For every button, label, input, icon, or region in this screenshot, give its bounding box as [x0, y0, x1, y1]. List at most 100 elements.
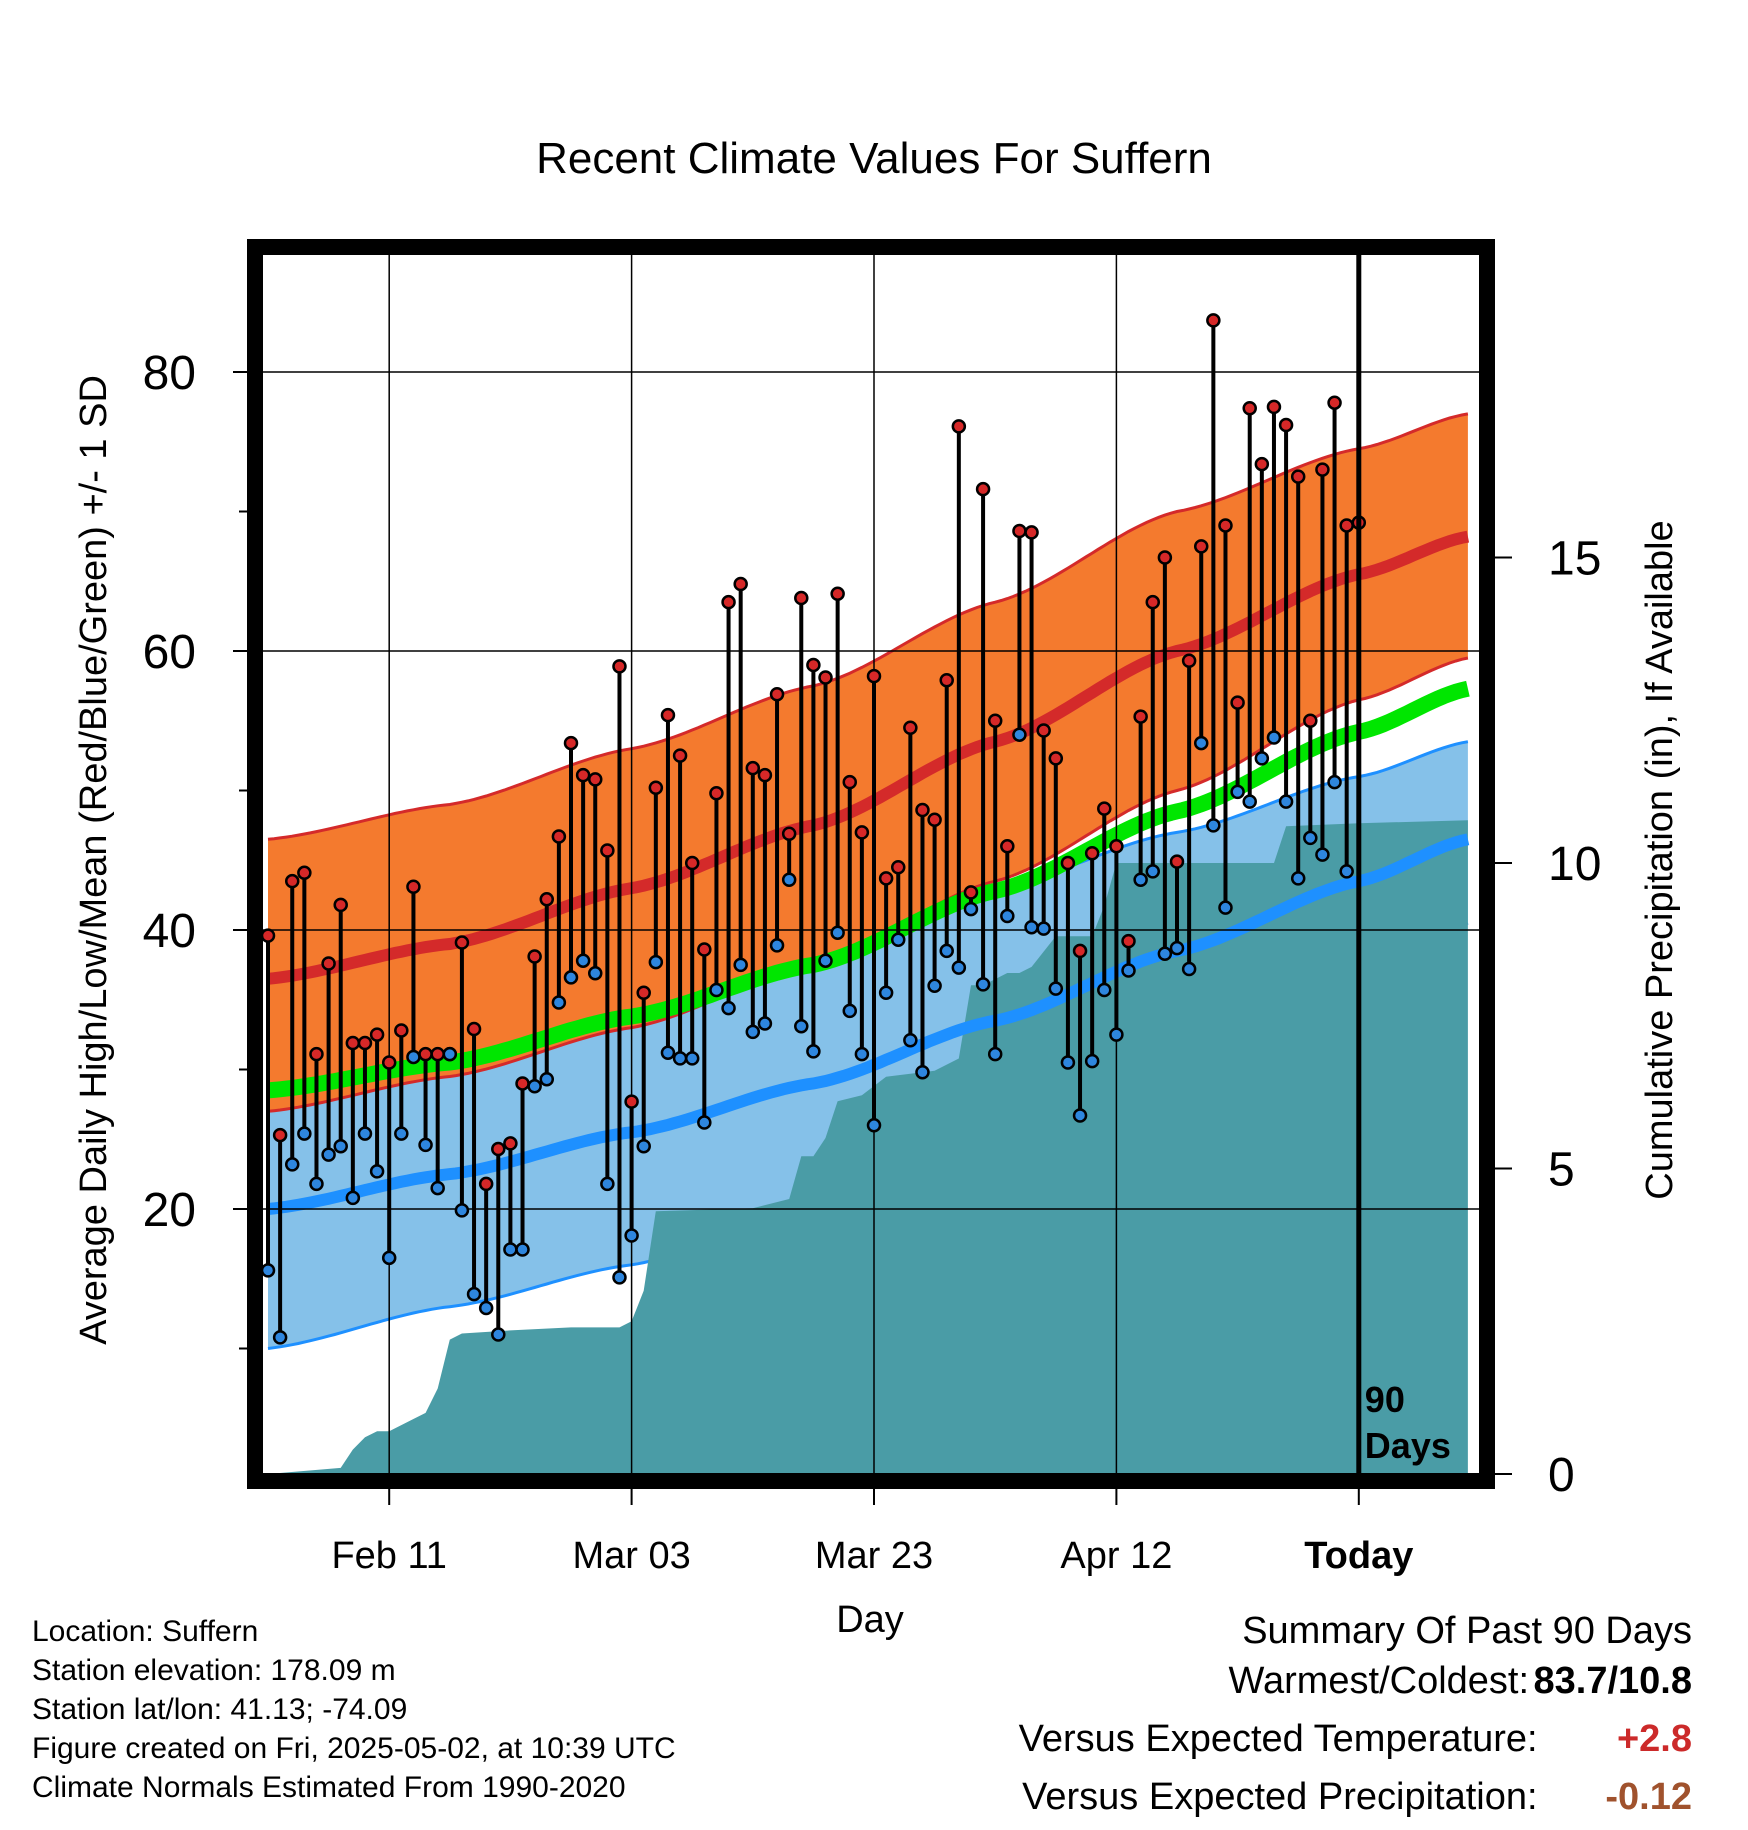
observed-high-point [297, 865, 312, 881]
x-tick-label: Mar 23 [815, 1535, 933, 1577]
y-axis-label: Average Daily High/Low/Mean (Red/Blue/Gr… [73, 375, 115, 1345]
y-tick-label: 80 [143, 347, 196, 400]
observed-high-point [1193, 539, 1209, 554]
observed-high-point [418, 1046, 433, 1062]
observed-high-point [975, 481, 991, 497]
observed-low-point [672, 1051, 688, 1066]
observed-low-point [466, 1286, 482, 1302]
observed-high-point [369, 1027, 385, 1042]
observed-high-point [454, 935, 470, 950]
observed-high-point [866, 668, 882, 684]
observed-low-point [1327, 774, 1342, 790]
observed-high-point [515, 1076, 530, 1091]
observed-low-point [1060, 1055, 1076, 1070]
normals-text: Climate Normals Estimated From 1990-2020 [32, 1771, 626, 1804]
observed-low-point [1290, 871, 1306, 886]
observed-low-point [854, 1046, 870, 1062]
observed-high-point [1000, 839, 1015, 854]
observed-low-point [1242, 794, 1257, 809]
latlon-text: Station lat/lon: 41.13; -74.09 [32, 1693, 408, 1726]
plot-frame [247, 239, 1495, 1489]
observed-low-point [503, 1242, 518, 1257]
observed-high-point [563, 735, 579, 751]
observed-low-point [1230, 784, 1245, 800]
observed-low-point [1000, 908, 1015, 924]
observed-high-point [709, 786, 724, 801]
observed-high-point [600, 843, 615, 858]
temp-deviation-label: Versus Expected Temperature: [1018, 1718, 1538, 1760]
observed-low-point [636, 1138, 651, 1154]
observed-high-point [1315, 462, 1330, 477]
observed-high-point [1024, 525, 1039, 540]
observed-low-point [745, 1024, 761, 1040]
observed-low-point [551, 995, 567, 1010]
observed-low-point [1121, 963, 1136, 978]
observed-low-point [1181, 961, 1197, 977]
observed-high-point [927, 812, 942, 828]
observed-low-point [612, 1270, 627, 1285]
observed-low-point [478, 1300, 494, 1316]
observed-high-point [491, 1141, 506, 1157]
observed-high-point [890, 859, 906, 875]
observed-low-point [709, 982, 724, 998]
observed-low-point [951, 960, 967, 975]
observed-high-point [697, 942, 712, 957]
observed-low-point [563, 970, 579, 985]
observed-high-point [551, 829, 567, 844]
observed-low-point [1109, 1027, 1124, 1042]
observed-high-point [963, 885, 979, 900]
elevation-text: Station elevation: 178.09 m [32, 1654, 396, 1687]
observed-low-point [648, 954, 664, 970]
observed-high-point [830, 586, 845, 602]
observed-high-point [915, 802, 930, 818]
observed-low-point [890, 932, 906, 948]
observed-low-point [806, 1044, 821, 1059]
observed-low-point [406, 1049, 421, 1065]
observed-high-point [587, 772, 603, 787]
observed-high-point [406, 879, 421, 895]
observed-low-point [1353, 0, 1365, 6]
observed-high-point [624, 1094, 639, 1109]
observed-high-point [818, 670, 833, 685]
y2-tick-label: 15 [1548, 533, 1601, 586]
observed-low-point [587, 965, 603, 981]
observed-low-point [697, 1115, 712, 1130]
observed-low-point [345, 1190, 361, 1206]
observed-low-point [418, 1137, 433, 1153]
observed-high-point [854, 825, 870, 840]
observed-high-point [394, 1023, 409, 1038]
observed-low-point [842, 1003, 858, 1019]
observed-low-point [1145, 864, 1161, 879]
y2-tick-label: 10 [1548, 838, 1601, 891]
observed-high-point [672, 748, 688, 763]
x-tick-label: Today [1304, 1535, 1413, 1577]
observed-low-point [660, 1045, 676, 1061]
observed-high-point [769, 686, 785, 702]
observed-low-point [527, 1078, 542, 1094]
observed-high-point [951, 419, 967, 434]
observed-low-point [454, 1203, 470, 1218]
observed-high-point [1097, 801, 1112, 816]
observed-high-point [1181, 653, 1197, 669]
observed-high-point [1206, 313, 1221, 328]
observed-low-point [878, 985, 894, 1001]
observed-high-point [272, 1127, 288, 1143]
y-tick-label: 60 [143, 626, 196, 679]
observed-high-point [939, 673, 954, 688]
created-text: Figure created on Fri, 2025-05-02, at 10… [32, 1732, 676, 1765]
observed-high-point [987, 713, 1003, 728]
warmest-label: Warmest/Coldest: [1228, 1660, 1530, 1702]
observed-high-point [757, 767, 773, 783]
observed-high-point [478, 1176, 494, 1192]
observed-high-point [430, 1046, 445, 1062]
observed-high-point [842, 774, 858, 790]
chart-title: Recent Climate Values For Suffern [536, 134, 1212, 183]
y2-tick-label: 0 [1548, 1449, 1575, 1502]
observed-high-point [539, 892, 555, 907]
observed-low-point [1339, 864, 1354, 879]
y-tick-label: 20 [143, 1184, 196, 1237]
observed-low-point [1036, 921, 1051, 936]
y2-axis-label: Cumulative Precipitation (in), If Availa… [1639, 520, 1681, 1199]
observed-low-point [442, 1046, 458, 1062]
x-tick-label: Mar 03 [572, 1535, 690, 1577]
